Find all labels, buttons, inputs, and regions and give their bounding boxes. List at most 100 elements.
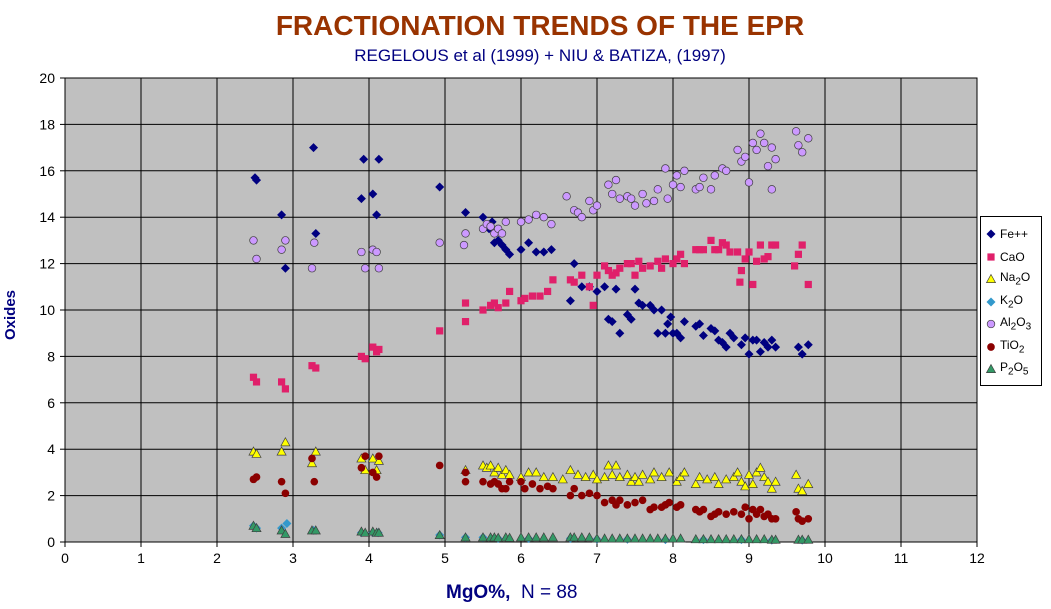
data-point (623, 501, 632, 509)
legend-marker-shape (985, 363, 997, 373)
data-point (729, 508, 738, 516)
data-point (277, 210, 287, 220)
data-point (604, 180, 613, 189)
data-point (698, 331, 708, 341)
y-tick-label: 14 (39, 209, 55, 225)
data-point (614, 471, 625, 481)
data-point (791, 262, 799, 270)
data-point (361, 264, 370, 273)
data-point (599, 471, 610, 481)
data-point (531, 532, 542, 542)
data-point (666, 312, 676, 322)
data-point (729, 333, 739, 343)
chart-subtitle: REGELOUS et al (1999) + NIU & BATIZA, (1… (354, 46, 726, 65)
data-point (608, 189, 617, 199)
legend: Fe++ CaO Na2O K2O Al2O3 TiO2 P2O5 (980, 216, 1042, 386)
data-point (661, 255, 669, 263)
data-point (671, 476, 682, 486)
data-point (676, 182, 685, 192)
data-point (669, 260, 677, 268)
data-point (756, 129, 765, 138)
data-point (626, 476, 637, 486)
data-point (607, 469, 618, 479)
y-tick-label: 16 (39, 163, 55, 179)
data-point (249, 373, 258, 381)
data-point (745, 248, 753, 256)
data-point (547, 219, 556, 229)
data-point (539, 247, 549, 257)
x-tick-label: 5 (441, 550, 449, 566)
data-point (356, 194, 366, 204)
data-point (748, 138, 757, 148)
data-point (713, 533, 724, 544)
data-point (461, 299, 470, 307)
legend-marker (987, 342, 995, 351)
data-point (570, 278, 578, 286)
data-point (585, 196, 594, 206)
series-p2o5 (248, 520, 814, 544)
y-tick-label: 12 (39, 256, 55, 272)
data-point (576, 532, 587, 542)
data-point (639, 264, 647, 272)
data-point (516, 245, 526, 255)
data-point (680, 260, 688, 268)
data-point (768, 241, 776, 249)
data-point (797, 485, 808, 495)
data-point (692, 246, 700, 254)
data-point (744, 178, 754, 187)
x-tick-label: 3 (289, 550, 297, 566)
data-point (521, 294, 529, 302)
data-point (524, 215, 533, 224)
data-point (585, 489, 594, 498)
x-axis-label-main: MgO%, (446, 582, 511, 603)
data-point (600, 498, 609, 507)
data-point (637, 533, 648, 543)
data-point (357, 463, 366, 472)
data-point (767, 335, 777, 345)
legend-label: Fe++ (1000, 227, 1029, 241)
data-point (277, 477, 286, 486)
data-point (752, 335, 762, 345)
data-point (803, 478, 814, 488)
data-point (728, 533, 739, 544)
data-point (435, 461, 444, 470)
x-tick-label: 9 (745, 550, 753, 566)
legend-marker-shape (986, 297, 996, 306)
data-point (308, 454, 316, 463)
data-point (531, 467, 542, 477)
series-na2o (248, 437, 814, 495)
data-point (658, 264, 666, 272)
data-point (493, 462, 504, 472)
data-point (759, 533, 770, 544)
data-point (714, 508, 723, 516)
data-point (770, 476, 781, 486)
data-point (771, 514, 780, 523)
data-point (707, 236, 715, 244)
data-point (310, 525, 321, 535)
data-point (505, 249, 515, 259)
data-point (736, 533, 747, 544)
data-point (710, 171, 719, 180)
data-point (584, 532, 595, 542)
data-point (310, 477, 319, 486)
data-point (710, 326, 720, 336)
data-point (599, 533, 610, 543)
data-point (804, 514, 813, 523)
data-point (615, 194, 624, 203)
data-point (562, 192, 571, 201)
data-point (585, 283, 593, 291)
data-point (312, 364, 320, 372)
legend-marker (986, 297, 996, 306)
data-point (252, 254, 261, 264)
data-point (477, 532, 489, 542)
data-point (679, 467, 690, 477)
data-point (612, 269, 620, 277)
data-point (479, 306, 487, 314)
data-point (569, 532, 580, 542)
data-point (580, 471, 591, 481)
data-point (631, 498, 639, 507)
data-point (368, 189, 378, 199)
data-point (501, 484, 510, 493)
data-point (461, 477, 470, 486)
